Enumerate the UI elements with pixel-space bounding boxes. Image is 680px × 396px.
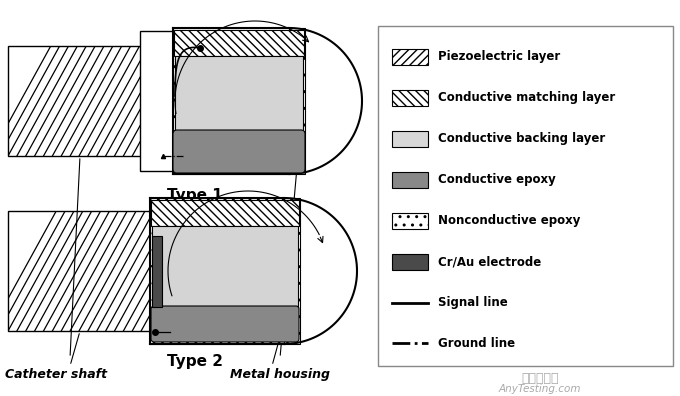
Bar: [8, 211, 150, 331]
Bar: [175, 56, 303, 134]
Text: Type 2: Type 2: [167, 354, 223, 369]
Bar: [151, 200, 299, 226]
Text: Ground line: Ground line: [438, 337, 515, 350]
Bar: [392, 213, 428, 228]
Bar: [284, 198, 300, 344]
Text: Catheter shaft: Catheter shaft: [5, 368, 107, 381]
Bar: [8, 46, 150, 156]
Bar: [392, 131, 428, 147]
Text: AnyTesting.com: AnyTesting.com: [498, 384, 581, 394]
Bar: [152, 226, 298, 309]
Text: Conductive epoxy: Conductive epoxy: [438, 173, 556, 186]
Bar: [8, 46, 150, 156]
Bar: [378, 26, 673, 366]
Bar: [140, 31, 175, 171]
Bar: [152, 236, 162, 307]
FancyBboxPatch shape: [173, 130, 305, 173]
Text: Conductive matching layer: Conductive matching layer: [438, 91, 615, 104]
Bar: [150, 198, 285, 344]
Bar: [392, 253, 428, 270]
Bar: [392, 171, 428, 188]
Text: Metal housing: Metal housing: [230, 368, 330, 381]
Text: Type 1: Type 1: [167, 188, 223, 203]
Bar: [289, 28, 305, 174]
Bar: [392, 49, 428, 65]
Bar: [8, 211, 150, 331]
Bar: [174, 30, 304, 56]
FancyBboxPatch shape: [151, 306, 299, 342]
Text: Signal line: Signal line: [438, 296, 508, 309]
Bar: [392, 89, 428, 106]
Bar: [173, 28, 290, 174]
Text: Piezoelectric layer: Piezoelectric layer: [438, 50, 560, 63]
Text: 嘉峪检测网: 嘉峪检测网: [522, 371, 559, 385]
Text: Conductive backing layer: Conductive backing layer: [438, 132, 605, 145]
Text: Cr/Au electrode: Cr/Au electrode: [438, 255, 541, 268]
Text: Nonconductive epoxy: Nonconductive epoxy: [438, 214, 580, 227]
